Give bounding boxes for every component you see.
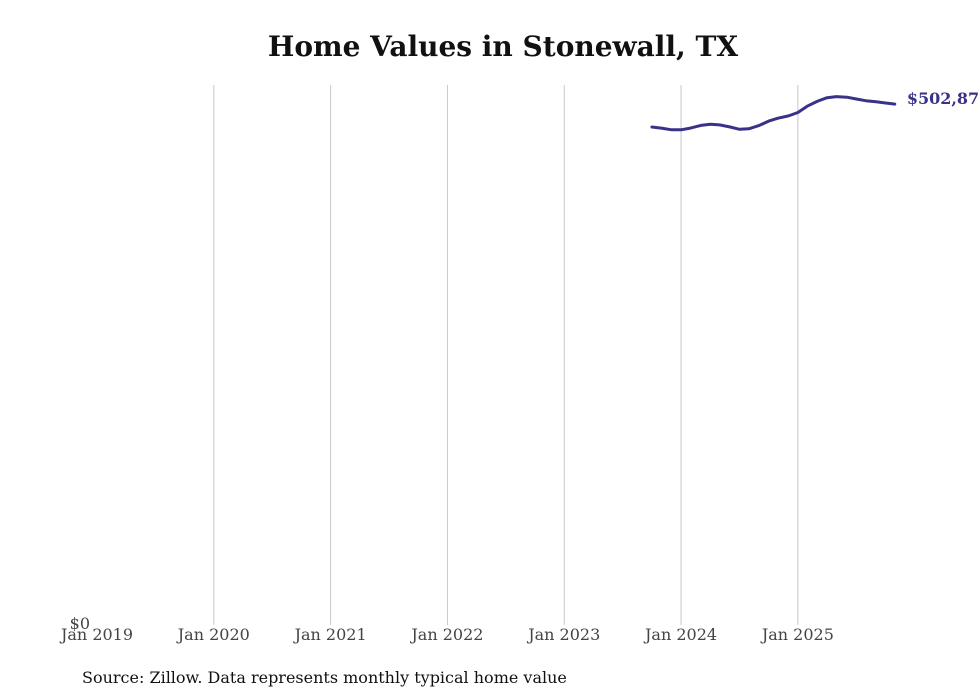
x-tick-label-2019: Jan 2019 (59, 625, 133, 644)
x-tick-label-2020: Jan 2020 (176, 625, 250, 644)
x-tick-label-2023: Jan 2023 (526, 625, 600, 644)
x-tick-label-2021: Jan 2021 (293, 625, 367, 644)
x-tick-label-2022: Jan 2022 (409, 625, 483, 644)
x-tick-label-2024: Jan 2024 (643, 625, 717, 644)
source-note: Source: Zillow. Data represents monthly … (82, 668, 567, 687)
series-line-0 (650, 95, 897, 132)
chart-title: Home Values in Stonewall, TX (267, 30, 739, 63)
x-tick-label-2025: Jan 2025 (760, 625, 834, 644)
end-value-label: $502,87 (907, 89, 979, 108)
y-tick-label-zero: $0 (70, 614, 90, 633)
